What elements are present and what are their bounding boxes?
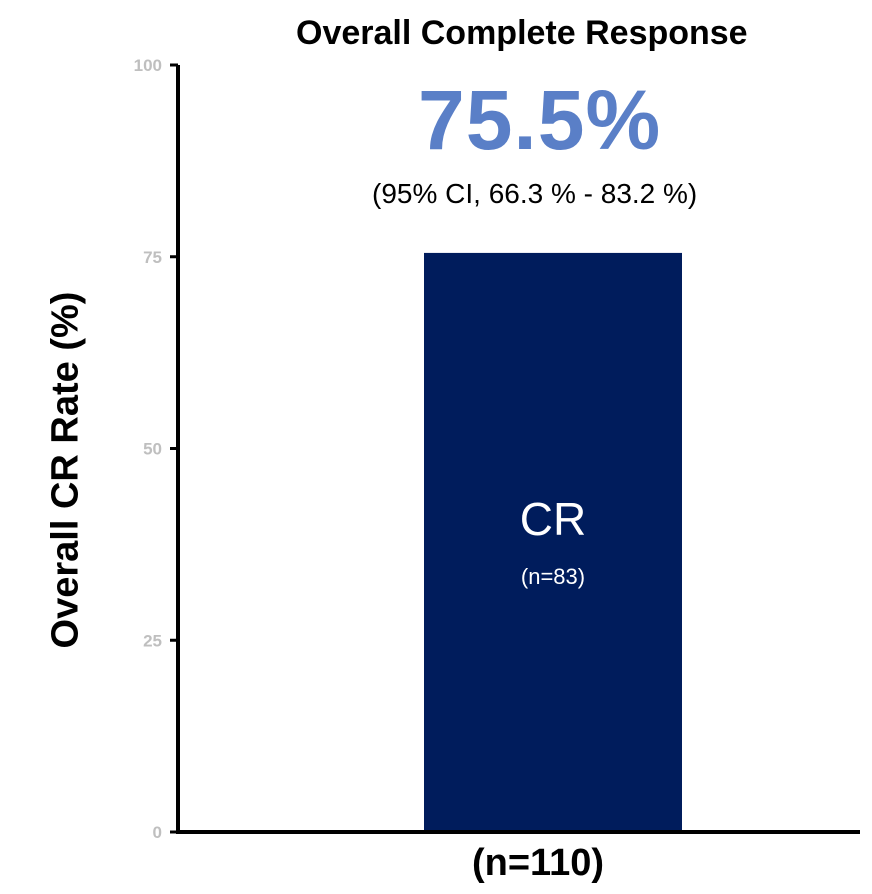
bar-sublabel: (n=83) [520, 564, 586, 589]
y-tick-label: 25 [143, 631, 162, 650]
y-axis-label: Overall CR Rate (%) [44, 291, 87, 649]
chart-title: Overall Complete Response [296, 14, 748, 52]
bars [424, 252, 682, 833]
y-tick-label: 100 [134, 56, 162, 75]
headline-value: 75.5% [418, 73, 662, 167]
y-tick-label: 0 [153, 823, 162, 842]
y-tick-label: 50 [143, 440, 162, 459]
confidence-interval: (95% CI, 66.3 % - 83.2 %) [372, 178, 698, 209]
bar [424, 252, 682, 833]
bar-label: CR [519, 493, 587, 545]
y-tick-label: 75 [143, 248, 162, 267]
y-axis-ticks: 0 25 50 75 100 [134, 56, 178, 842]
x-category-label: (n=110) [472, 842, 605, 884]
